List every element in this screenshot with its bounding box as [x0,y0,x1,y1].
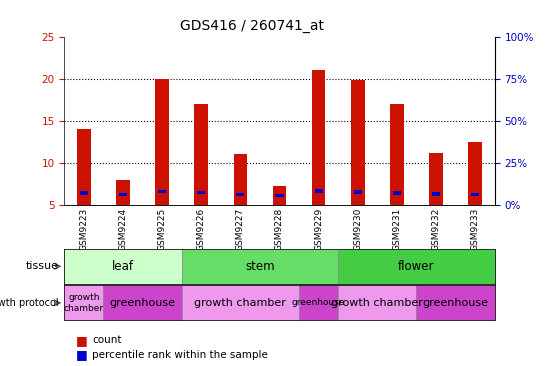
Bar [103,285,182,320]
Text: tissue: tissue [26,261,59,271]
Text: stem: stem [245,260,274,273]
Text: greenhouse: greenhouse [292,298,345,307]
Text: percentile rank within the sample: percentile rank within the sample [92,350,268,360]
Bar [315,190,323,193]
Text: ■: ■ [75,348,87,362]
Bar [116,180,130,205]
Bar [273,186,286,205]
Text: growth chamber: growth chamber [195,298,286,308]
Text: growth protocol: growth protocol [0,298,59,308]
Bar [158,190,166,193]
Bar [77,129,91,205]
Text: count: count [92,335,122,346]
Bar [195,104,208,205]
Bar [338,285,416,320]
Bar [119,193,127,196]
Bar [351,81,364,205]
Bar [155,79,169,205]
Text: greenhouse: greenhouse [423,298,489,308]
Bar [80,191,88,194]
Bar [276,194,283,197]
Bar [429,153,443,205]
Bar [390,104,404,205]
Bar [471,193,479,196]
Bar [432,193,440,196]
Bar [234,154,247,205]
Bar [393,191,401,195]
Bar [299,285,338,320]
Text: leaf: leaf [112,260,134,273]
Text: growth chamber: growth chamber [331,298,423,308]
Bar [416,285,495,320]
Text: growth
chamber: growth chamber [64,293,104,313]
Text: GDS416 / 260741_at: GDS416 / 260741_at [179,19,324,33]
Text: ■: ■ [75,334,87,347]
Bar [468,142,482,205]
Bar [338,249,495,284]
Text: flower: flower [398,260,435,273]
Text: greenhouse: greenhouse [110,298,176,308]
Bar [64,249,182,284]
Bar [354,190,362,194]
Bar [312,70,325,205]
Bar [64,285,103,320]
Bar [182,285,299,320]
Bar [236,193,244,196]
Bar [197,191,205,194]
Bar [182,249,338,284]
